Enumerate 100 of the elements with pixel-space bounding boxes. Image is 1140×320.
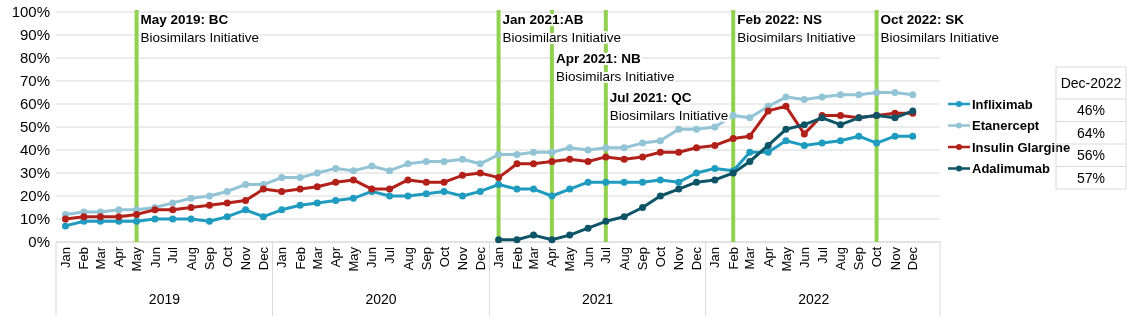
- x-tick-label: Jul: [165, 246, 181, 264]
- point: [764, 107, 772, 115]
- point: [782, 93, 790, 101]
- x-tick-label: Aug: [616, 247, 632, 271]
- point: [332, 178, 340, 186]
- x-tick-label: Aug: [400, 247, 416, 271]
- point: [440, 178, 448, 186]
- text: 2020: [365, 291, 397, 307]
- point: [151, 215, 159, 223]
- x-tick-label: Jul: [598, 246, 614, 264]
- point: [675, 125, 683, 133]
- point: [692, 125, 700, 133]
- point: [332, 164, 340, 172]
- point: [566, 144, 574, 152]
- y-tick-label: 70%: [19, 72, 50, 90]
- point: [891, 132, 899, 140]
- point: [404, 192, 412, 200]
- point: [476, 160, 484, 168]
- point: [692, 144, 700, 152]
- point: [711, 164, 719, 172]
- x-tick-label: Mar: [742, 246, 758, 270]
- point: [729, 135, 737, 142]
- point: [873, 139, 881, 147]
- legend-label: Adalimumab: [972, 161, 1051, 177]
- point: [548, 236, 556, 244]
- point: [205, 192, 213, 200]
- point: [513, 236, 521, 244]
- point: [855, 132, 863, 140]
- x-tick-label: Jul: [382, 246, 398, 264]
- text: 2021: [581, 291, 614, 307]
- y-tick-label: 90%: [19, 26, 50, 44]
- y-tick-label: 40%: [19, 141, 50, 159]
- point: [278, 187, 286, 195]
- point: [584, 224, 592, 232]
- x-tick-label: Apr: [544, 246, 560, 268]
- point: [242, 181, 250, 188]
- point: [782, 137, 790, 145]
- point: [187, 204, 195, 211]
- point: [764, 141, 772, 149]
- point: [386, 167, 394, 175]
- point: [891, 114, 899, 122]
- point: [476, 187, 484, 195]
- point: [259, 213, 267, 221]
- point: [205, 201, 213, 209]
- text: 57%: [1076, 169, 1106, 186]
- point: [349, 167, 357, 175]
- point: [169, 215, 177, 223]
- point: [584, 146, 592, 154]
- x-tick-label: Dec: [905, 246, 921, 271]
- ref-line-label: Oct 2022: SK Biosimilars Initiative: [880, 11, 1000, 45]
- text: 56%: [1076, 147, 1106, 164]
- point: [818, 139, 826, 147]
- text: 46%: [1076, 102, 1106, 119]
- x-tick-label: Sep: [635, 247, 651, 271]
- x-tick-label: Apr: [760, 246, 776, 268]
- x-tick-label: May: [778, 246, 794, 272]
- point: [422, 158, 430, 165]
- point: [836, 112, 844, 119]
- y-tick-label: 30%: [19, 164, 50, 182]
- point: [873, 89, 881, 96]
- point: [169, 199, 177, 207]
- x-tick-label: Sep: [202, 247, 218, 271]
- point: [800, 121, 808, 129]
- point: [313, 183, 321, 191]
- x-tick-label: Oct: [652, 246, 668, 268]
- point: [602, 153, 610, 161]
- text: 2019: [148, 291, 181, 307]
- x-tick-label: Oct: [869, 246, 885, 268]
- x-tick-label: Nov: [238, 246, 254, 271]
- point: [404, 176, 412, 184]
- point: [639, 204, 647, 211]
- point: [259, 185, 267, 193]
- point: [332, 197, 340, 205]
- x-tick-label: Dec: [255, 246, 271, 271]
- point: [223, 213, 231, 221]
- point: [476, 169, 484, 177]
- point: [115, 213, 123, 221]
- point: [855, 91, 863, 99]
- point: [495, 174, 503, 182]
- point: [891, 89, 899, 96]
- x-tick-label: Nov: [887, 246, 903, 271]
- point: [656, 192, 664, 200]
- x-tick-label: Dec: [472, 246, 488, 271]
- point: [729, 112, 737, 119]
- x-tick-label: Oct: [219, 246, 235, 268]
- point: [746, 114, 754, 122]
- point: [386, 192, 394, 200]
- point: [675, 178, 683, 186]
- point: [692, 178, 700, 186]
- x-tick-label: Aug: [833, 247, 849, 271]
- point: [458, 192, 466, 200]
- x-tick-label: Apr: [111, 246, 127, 268]
- x-tick-label: Jun: [580, 247, 596, 268]
- point: [711, 176, 719, 184]
- point: [800, 130, 808, 138]
- point: [513, 160, 521, 168]
- point: [782, 125, 790, 133]
- point: [656, 137, 664, 145]
- x-tick-label: Feb: [76, 247, 92, 270]
- point: [620, 213, 628, 221]
